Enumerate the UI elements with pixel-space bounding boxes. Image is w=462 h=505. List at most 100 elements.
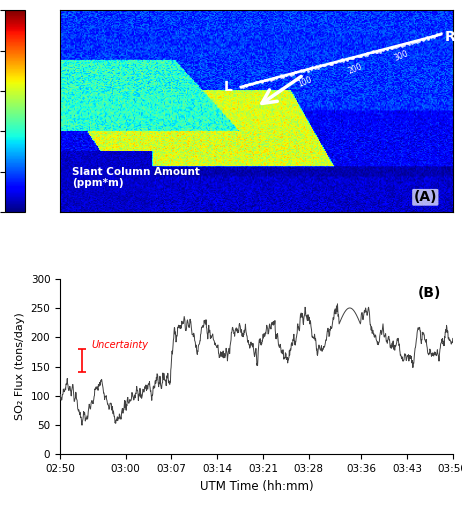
Point xyxy=(282,143,290,152)
Point xyxy=(245,135,253,143)
Point xyxy=(405,175,413,183)
Point xyxy=(390,172,398,180)
Point xyxy=(267,139,274,147)
Point xyxy=(423,181,431,189)
Point xyxy=(430,181,438,189)
Point xyxy=(369,166,376,174)
Point xyxy=(307,149,315,158)
Point xyxy=(279,141,286,149)
Point xyxy=(336,158,343,166)
Point xyxy=(320,154,327,162)
Point xyxy=(348,160,356,168)
Point xyxy=(258,137,266,145)
Point xyxy=(272,142,280,150)
Point xyxy=(249,135,256,143)
Point xyxy=(424,179,431,187)
Point xyxy=(355,162,362,170)
Text: 200: 200 xyxy=(346,62,363,75)
Point xyxy=(300,148,308,156)
Point xyxy=(251,135,258,143)
Point xyxy=(400,174,407,182)
Point xyxy=(304,149,311,158)
Text: (B): (B) xyxy=(418,286,441,299)
Point xyxy=(377,169,385,177)
Point xyxy=(286,144,293,152)
Point xyxy=(291,146,298,155)
Point xyxy=(277,141,285,149)
Point xyxy=(273,141,280,149)
Point xyxy=(389,171,396,179)
Point xyxy=(328,155,335,163)
Point xyxy=(283,143,290,151)
Point xyxy=(413,177,421,185)
Point xyxy=(427,182,435,190)
Point xyxy=(298,148,305,156)
Point xyxy=(331,157,339,165)
Point xyxy=(350,161,357,169)
Text: 300: 300 xyxy=(393,49,409,63)
Point xyxy=(313,153,320,161)
Point xyxy=(338,160,346,168)
Point xyxy=(379,168,386,176)
Point xyxy=(395,173,402,181)
Point xyxy=(306,150,313,159)
Point xyxy=(432,184,439,192)
Point xyxy=(424,180,432,188)
Point xyxy=(411,177,419,185)
Point xyxy=(372,167,380,175)
Point xyxy=(343,159,351,167)
Text: R: R xyxy=(445,30,456,44)
Point xyxy=(280,142,287,150)
Point xyxy=(308,152,315,160)
Point xyxy=(395,173,403,181)
Text: Uncertainty: Uncertainty xyxy=(91,340,148,350)
Point xyxy=(338,159,345,167)
Point xyxy=(243,134,250,142)
Point xyxy=(288,144,295,152)
Point xyxy=(327,155,334,163)
Point xyxy=(246,134,254,142)
Point xyxy=(387,170,395,178)
Point xyxy=(435,184,443,192)
Point xyxy=(256,137,264,145)
Text: (A): (A) xyxy=(413,190,437,205)
Point xyxy=(373,166,381,174)
Point xyxy=(358,163,365,171)
Point xyxy=(289,144,296,153)
Point xyxy=(267,138,274,146)
Text: 100: 100 xyxy=(297,75,313,88)
Point xyxy=(383,169,391,177)
Point xyxy=(242,132,249,140)
Point xyxy=(412,177,419,185)
Point xyxy=(292,146,300,155)
Point xyxy=(364,166,371,174)
Point xyxy=(237,132,244,140)
Point xyxy=(269,140,277,148)
Point xyxy=(429,183,436,191)
Point xyxy=(311,150,319,159)
Point xyxy=(404,175,411,183)
Point xyxy=(369,167,376,175)
Point xyxy=(239,131,247,139)
Point xyxy=(314,150,322,159)
Point xyxy=(420,179,428,187)
Point xyxy=(392,171,399,179)
Point xyxy=(304,148,311,156)
Point xyxy=(316,153,324,161)
Point xyxy=(419,179,426,187)
Point xyxy=(383,170,391,178)
Point xyxy=(389,170,396,178)
Text: Slant Column Amount
(ppm*m): Slant Column Amount (ppm*m) xyxy=(72,167,200,188)
Y-axis label: SO₂ Flux (tons/day): SO₂ Flux (tons/day) xyxy=(15,313,25,421)
Point xyxy=(321,154,328,162)
Point xyxy=(415,178,423,186)
Point xyxy=(357,163,364,171)
Point xyxy=(438,185,445,193)
Point xyxy=(326,156,334,164)
Point xyxy=(365,166,372,174)
Point xyxy=(278,143,285,151)
Point xyxy=(290,145,297,154)
Point xyxy=(349,161,357,169)
Point xyxy=(410,177,418,185)
Point xyxy=(254,136,261,144)
